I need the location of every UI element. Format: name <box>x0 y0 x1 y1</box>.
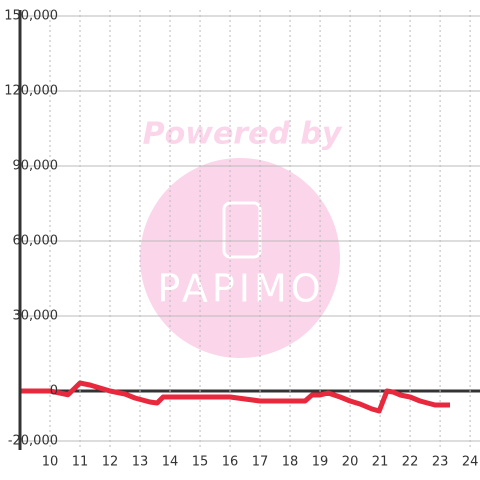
x-tick-label: 12 <box>102 455 119 470</box>
y-tick-label: 60,000 <box>13 234 59 249</box>
labels: -20,000 0 30,000 60,000 90,000 120,000 150,000… <box>4 9 478 470</box>
y-tick-label: 150,000 <box>4 9 58 24</box>
x-tick-label: 14 <box>162 455 179 470</box>
x-tick-label: 21 <box>372 455 389 470</box>
y-tick-label: 30,000 <box>13 309 59 324</box>
x-tick-label: 19 <box>312 455 329 470</box>
x-tick-label: 18 <box>282 455 299 470</box>
x-tick-label: 23 <box>432 455 449 470</box>
watermark-top: Powered by <box>143 117 343 152</box>
y-tick-label: 0 <box>50 384 58 399</box>
x-tick-label: 20 <box>342 455 359 470</box>
y-tick-label: 90,000 <box>13 159 59 174</box>
plot <box>20 380 450 414</box>
x-tick-label: 16 <box>222 455 239 470</box>
data-line <box>20 380 450 414</box>
x-tick-label: 13 <box>132 455 149 470</box>
x-tick-label: 11 <box>72 455 89 470</box>
grid <box>20 10 480 450</box>
x-tick-label: 24 <box>462 455 479 470</box>
watermark-logo: PAPIMO <box>157 267 324 311</box>
watermark: Powered by PAPIMO <box>140 117 343 358</box>
y-tick-label: 120,000 <box>4 84 58 99</box>
x-tick-label: 17 <box>252 455 269 470</box>
x-tick-label: 15 <box>192 455 209 470</box>
y-tick-label: -20,000 <box>8 434 58 449</box>
x-tick-label: 10 <box>42 455 59 470</box>
x-tick-label: 22 <box>402 455 419 470</box>
